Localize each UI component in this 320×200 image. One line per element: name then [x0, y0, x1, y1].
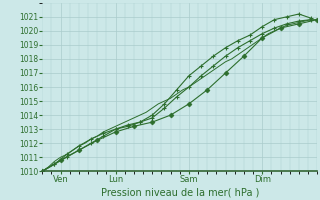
X-axis label: Pression niveau de la mer( hPa ): Pression niveau de la mer( hPa ) [100, 187, 259, 197]
